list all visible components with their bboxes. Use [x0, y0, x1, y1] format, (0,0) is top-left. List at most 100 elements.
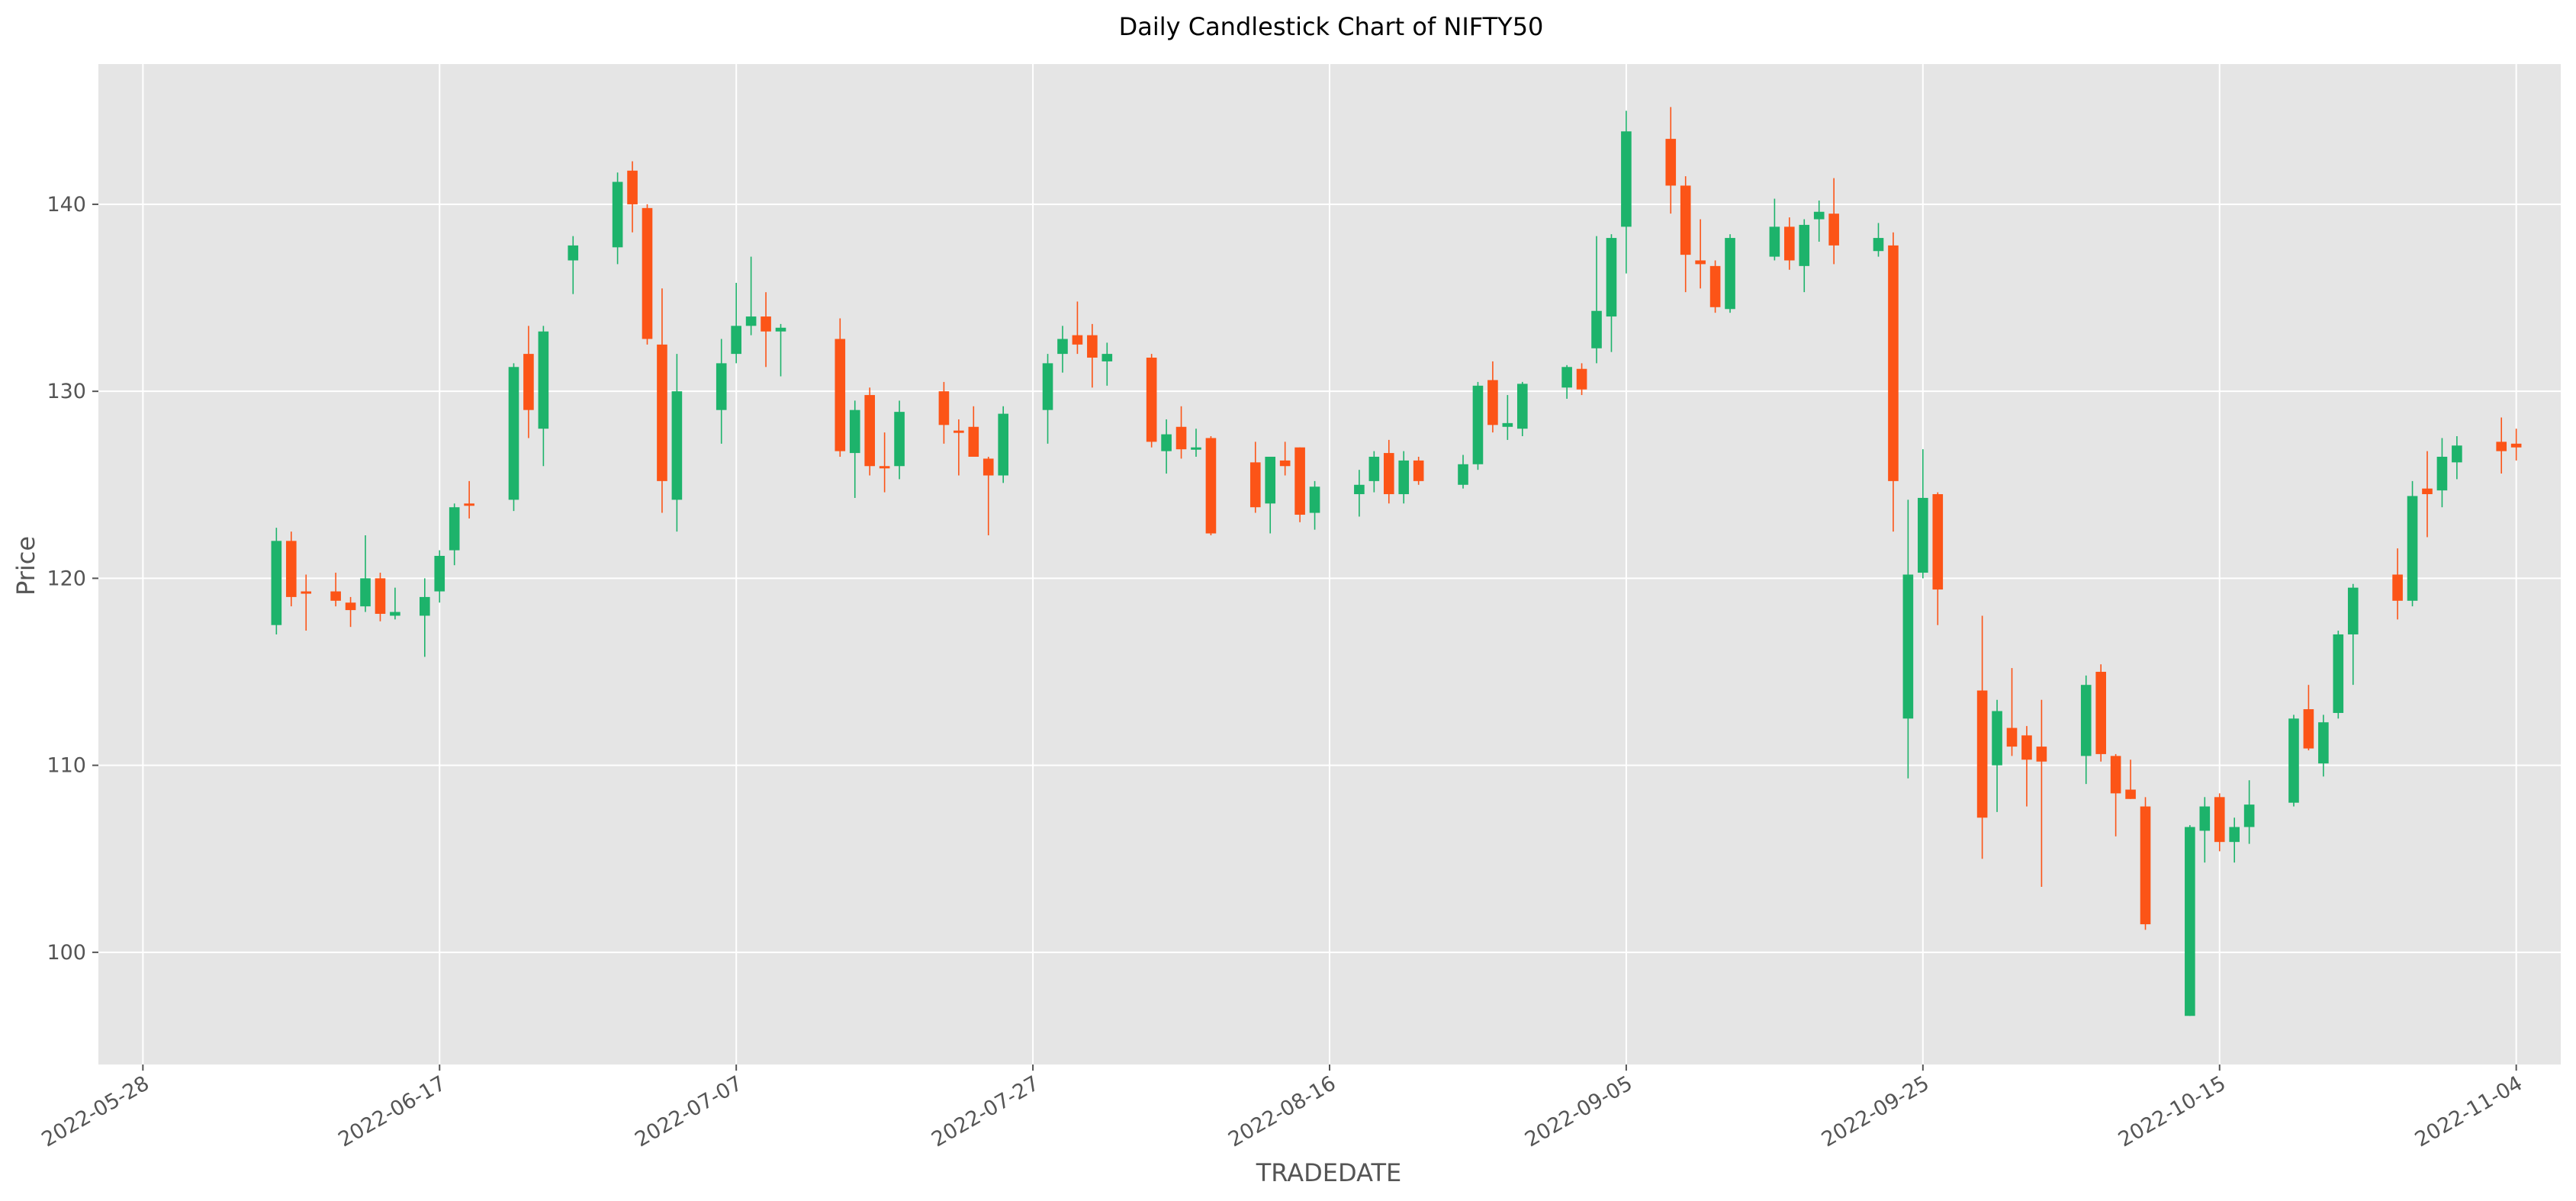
- candle-down: [1576, 363, 1587, 396]
- candle-body: [745, 316, 757, 326]
- candle-down: [835, 318, 846, 457]
- candle-down: [2006, 668, 2018, 756]
- candle-body: [2510, 443, 2522, 448]
- candle-body: [1383, 453, 1394, 495]
- candle-body: [1398, 460, 1410, 495]
- candle-up: [612, 172, 623, 265]
- candle-down: [2496, 417, 2507, 474]
- candle-body: [1680, 185, 1691, 255]
- candle-down: [1680, 176, 1691, 293]
- candle-body: [2229, 827, 2240, 843]
- candle-body: [1161, 434, 1172, 451]
- candle-body: [775, 327, 786, 332]
- candle-up: [2229, 817, 2240, 863]
- chart-title: Daily Candlestick Chart of NIFTY50: [1119, 12, 1544, 41]
- candle-down: [1087, 323, 1098, 388]
- candle-body: [1249, 462, 1261, 508]
- candle-body: [1725, 238, 1735, 310]
- candle-body: [1472, 385, 1484, 464]
- candle-up: [671, 354, 683, 532]
- candle-body: [2021, 735, 2032, 760]
- candle-body: [642, 207, 653, 339]
- candle-body: [508, 367, 519, 500]
- candle-up: [2452, 436, 2462, 480]
- candle-body: [1976, 690, 1988, 818]
- y-axis-label: Price: [11, 536, 40, 596]
- candle-up: [1368, 451, 1380, 493]
- candle-up: [1502, 395, 1513, 440]
- candle-body: [1279, 460, 1291, 467]
- candle-down: [2140, 797, 2151, 930]
- candle-up: [2185, 825, 2195, 1016]
- candle-up: [1902, 499, 1914, 779]
- candle-body: [1191, 447, 1201, 450]
- candle-body: [1576, 368, 1587, 390]
- candle-up: [1516, 381, 1528, 437]
- candle-down: [2422, 451, 2433, 538]
- candle-body: [761, 316, 771, 332]
- candle-body: [1368, 456, 1380, 481]
- candle-up: [390, 587, 400, 620]
- candle-down: [1072, 301, 1083, 355]
- candle-body: [1265, 456, 1276, 504]
- candle-body: [1516, 384, 1528, 429]
- candle-down: [2510, 429, 2522, 461]
- candle-body: [1502, 422, 1513, 427]
- candle-body: [1413, 460, 1424, 481]
- candle-down: [1205, 436, 1217, 535]
- candle-body: [2303, 709, 2314, 749]
- candle-down: [1695, 219, 1706, 289]
- candle-body: [271, 541, 282, 625]
- candle-up: [271, 528, 282, 634]
- candle-down: [1413, 456, 1424, 485]
- candle-body: [1992, 711, 2002, 766]
- candle-up: [1992, 699, 2002, 812]
- candle-down: [1888, 232, 1899, 532]
- candle-body: [2006, 727, 2018, 747]
- candle-body: [982, 458, 994, 476]
- y-tick-label: 100: [47, 941, 86, 965]
- candle-body: [2407, 496, 2418, 601]
- candle-body: [1695, 260, 1706, 265]
- candle-up: [1769, 198, 1780, 261]
- candle-up: [1458, 454, 1468, 489]
- candle-body: [1561, 367, 1572, 388]
- candle-body: [2318, 722, 2329, 764]
- candle-up: [745, 256, 757, 336]
- candle-body: [420, 596, 430, 616]
- candle-body: [2422, 488, 2433, 495]
- candle-down: [523, 326, 534, 438]
- candle-up: [1621, 111, 1632, 274]
- candle-body: [2036, 747, 2047, 762]
- candle-down: [2125, 759, 2136, 799]
- candle-down: [330, 573, 341, 607]
- candle-body: [1621, 131, 1632, 227]
- candle-down: [1249, 442, 1261, 513]
- candle-up: [2080, 675, 2092, 785]
- candle-body: [375, 578, 386, 614]
- candle-body: [301, 591, 312, 594]
- candle-body: [879, 466, 890, 469]
- candle-body: [360, 578, 371, 607]
- candle-up: [2318, 714, 2329, 777]
- y-axis-ticks: 100 110 120 130 140: [47, 193, 98, 965]
- x-axis-label: TRADEDATE: [1256, 1158, 1401, 1187]
- candle-body: [390, 612, 400, 616]
- candle-body: [2496, 442, 2507, 451]
- candle-up: [568, 236, 579, 294]
- candle-up: [1873, 223, 1884, 257]
- candle-up: [1606, 234, 1617, 352]
- candle-up: [2347, 583, 2359, 686]
- candle-body: [612, 181, 623, 248]
- candle-body: [464, 503, 474, 506]
- candle-down: [2036, 699, 2047, 888]
- candle-up: [775, 323, 786, 377]
- candle-up: [1591, 236, 1602, 364]
- candle-body: [1042, 363, 1053, 410]
- candle-up: [731, 282, 741, 364]
- candle-up: [1191, 429, 1201, 457]
- candle-body: [1665, 139, 1677, 186]
- candle-body: [1072, 335, 1083, 345]
- candle-down: [982, 456, 994, 535]
